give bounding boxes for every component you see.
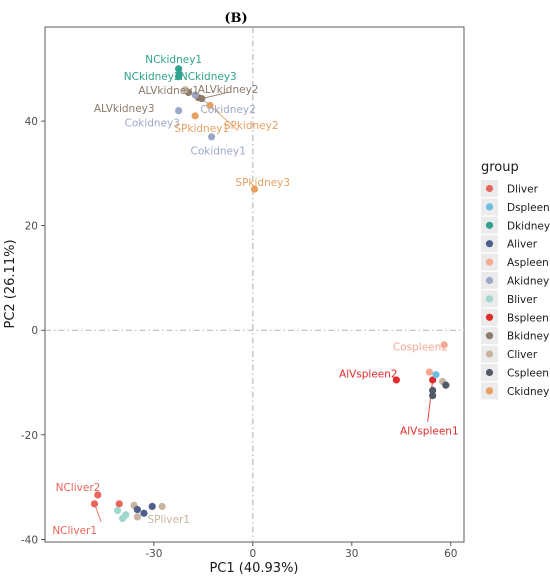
legend-title: group <box>481 160 519 175</box>
legend-key <box>485 295 494 303</box>
scatter-point <box>429 386 437 394</box>
scatter-point <box>191 91 199 99</box>
x-tick-label: 60 <box>444 548 457 560</box>
legend-entry: Dliver <box>507 184 539 196</box>
point-label: Cokidney3 <box>125 118 180 130</box>
x-tick-label: -30 <box>145 548 162 560</box>
point-label: ALVkidney3 <box>94 103 155 115</box>
scatter-point <box>175 70 183 78</box>
legend-key <box>485 221 494 229</box>
point-label: ALVkidney1 <box>138 85 199 97</box>
point-label: Cospleen2 <box>393 341 448 353</box>
label-connector <box>201 91 229 100</box>
y-tick-label: -40 <box>21 534 38 546</box>
scatter-point <box>115 500 123 508</box>
point-label: Cokidney1 <box>190 145 245 157</box>
legend-key <box>485 387 494 395</box>
scatter-point <box>429 376 437 384</box>
point-label: NCliver2 <box>56 482 101 494</box>
legend-key <box>485 350 494 358</box>
scatter-point <box>429 392 437 400</box>
point-label: SPliver1 <box>147 514 190 526</box>
legend-key <box>485 240 494 248</box>
legend-entry: Aspleen <box>507 257 549 269</box>
scatter-point <box>206 101 214 110</box>
point-layer <box>90 65 450 523</box>
legend-entry: Dspleen <box>507 202 550 214</box>
panel-label: (B) <box>224 11 247 26</box>
point-label: NCliver1 <box>52 525 97 537</box>
x-axis-title: PC1 (40.93%) <box>209 561 298 576</box>
legend-key <box>485 368 494 377</box>
legend-entry: Aliver <box>507 239 538 251</box>
point-label: Cokidney2 <box>200 104 255 116</box>
y-tick-label: 40 <box>25 116 38 128</box>
legend-key <box>485 203 494 211</box>
scatter-point <box>440 341 448 349</box>
scatter-point <box>175 65 183 73</box>
point-label: AlVspleen1 <box>400 426 459 438</box>
y-axis: -40 -20 0 20 40 <box>21 116 45 546</box>
point-label: NCkidney3 <box>180 71 237 83</box>
scatter-point <box>90 500 99 508</box>
scatter-point <box>122 511 130 519</box>
legend-key <box>485 184 494 193</box>
point-label: NCkidney1 <box>145 54 202 66</box>
legend-entry: Cspleen <box>507 368 549 380</box>
legend-key <box>485 313 494 321</box>
scatter-point <box>432 371 440 379</box>
scatter-point <box>208 133 216 141</box>
scatter-point <box>392 376 400 384</box>
scatter-point <box>198 95 206 103</box>
scatter-point <box>133 513 141 521</box>
y-axis-title: PC2 (26.11%) <box>3 239 18 328</box>
point-label: SPkidney1 <box>174 123 229 135</box>
label-connector <box>209 105 239 131</box>
legend-key <box>485 332 494 340</box>
scatter-point <box>191 112 199 120</box>
scatter-point <box>175 107 183 115</box>
scatter-point <box>140 509 148 517</box>
point-label: SPkidney3 <box>235 177 290 189</box>
legend-entry: Dkidney <box>507 220 550 232</box>
x-tick-label: 30 <box>345 548 358 560</box>
y-tick-label: -20 <box>21 430 38 442</box>
scatter-point <box>442 381 450 389</box>
scatter-point <box>158 502 166 511</box>
point-label: SPkidney2 <box>224 120 279 132</box>
legend-key <box>485 258 494 266</box>
scatter-point <box>94 491 102 499</box>
scatter-point <box>133 505 141 514</box>
legend: group Dliver Dspleen Dkidney Aliver Aspleen A… <box>481 160 550 400</box>
legend-entry: Bliver <box>507 294 538 306</box>
scatter-point <box>250 185 259 193</box>
scatter-point <box>181 86 189 94</box>
scatter-point <box>148 502 156 511</box>
y-tick-label: 0 <box>31 325 38 337</box>
x-tick-label: 0 <box>250 548 257 560</box>
point-label: NCkidney2 <box>124 71 181 83</box>
plot-panel <box>44 26 465 543</box>
x-axis: -30 0 30 60 <box>145 542 457 560</box>
legend-entry: Bspleen <box>507 312 549 324</box>
scatter-point <box>113 507 122 515</box>
y-tick-label: 20 <box>25 221 38 233</box>
legend-entry: Akidney <box>507 276 549 288</box>
legend-key <box>485 276 494 285</box>
point-label: ALVkidney2 <box>198 84 259 96</box>
point-label: AlVspleen2 <box>339 369 398 381</box>
legend-entry: Cliver <box>507 349 538 361</box>
legend-entry: Ckidney <box>507 386 549 398</box>
legend-entry: Bkidney <box>507 331 549 343</box>
scatter-point <box>425 368 433 376</box>
